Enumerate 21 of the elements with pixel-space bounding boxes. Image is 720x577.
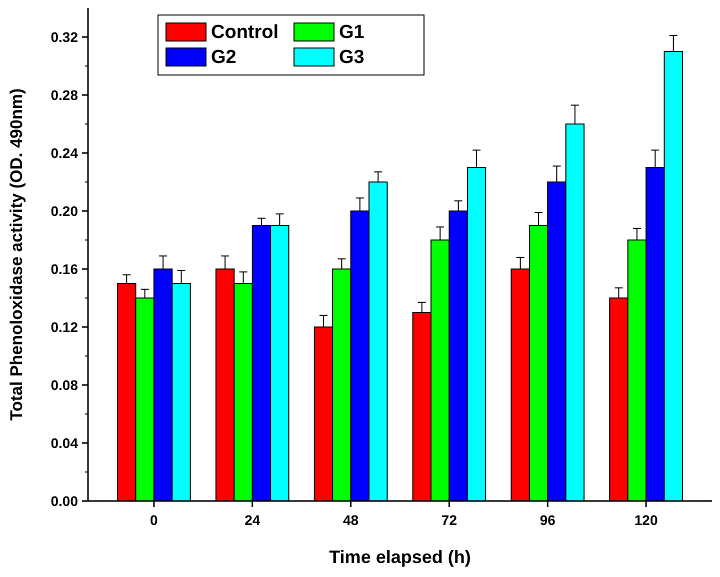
y-tick-label: 0.08 <box>50 376 78 393</box>
y-tick-label: 0.32 <box>50 28 78 45</box>
y-tick-label: 0.12 <box>50 318 78 335</box>
y-axis-title: Total Phenoloxidase activity (OD. 490nm) <box>7 88 26 421</box>
legend-label: G3 <box>339 47 364 68</box>
y-tick-label: 0.00 <box>50 492 78 509</box>
x-tick-label: 96 <box>540 512 556 528</box>
x-axis-title: Time elapsed (h) <box>329 547 471 567</box>
x-tick-label: 24 <box>244 512 260 528</box>
y-tick-label: 0.24 <box>50 144 78 161</box>
x-tick-label: 0 <box>150 512 158 528</box>
x-tick-label: 72 <box>441 512 458 528</box>
legend-label: G2 <box>211 47 236 68</box>
legend-label: Control <box>211 22 279 43</box>
x-tick-label: 120 <box>634 512 658 528</box>
x-tick-label: 48 <box>343 512 359 528</box>
y-tick-label: 0.16 <box>50 260 78 277</box>
y-tick-label: 0.28 <box>50 86 78 103</box>
y-tick-label: 0.20 <box>50 202 78 219</box>
legend-label: G1 <box>339 22 365 43</box>
y-tick-label: 0.04 <box>50 434 78 451</box>
